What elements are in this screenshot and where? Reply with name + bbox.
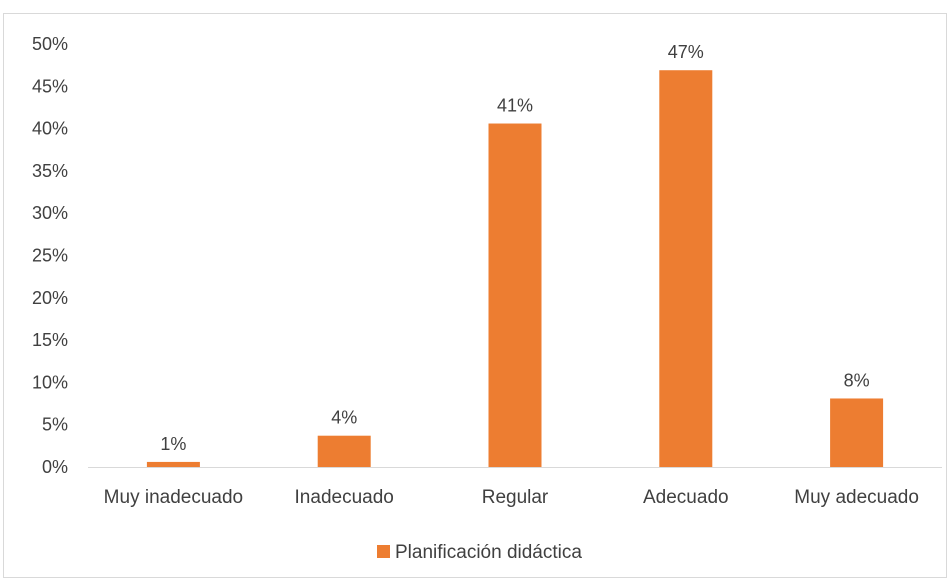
y-tick-label: 20% bbox=[32, 288, 68, 308]
y-tick-label: 35% bbox=[32, 161, 68, 181]
data-label: 41% bbox=[497, 96, 533, 116]
x-category-label: Inadecuado bbox=[295, 487, 394, 508]
bar bbox=[488, 123, 542, 468]
x-category-label: Muy inadecuado bbox=[104, 487, 243, 508]
data-label: 4% bbox=[331, 408, 357, 428]
y-tick-label: 40% bbox=[32, 119, 68, 139]
y-tick-label: 5% bbox=[42, 415, 68, 435]
y-tick-label: 10% bbox=[32, 372, 68, 392]
legend: Planificación didáctica bbox=[377, 542, 582, 563]
bar bbox=[830, 398, 884, 467]
data-label: 1% bbox=[160, 434, 186, 454]
x-category-label: Adecuado bbox=[643, 487, 729, 508]
data-label: 8% bbox=[844, 370, 870, 390]
x-category-label: Muy adecuado bbox=[794, 487, 919, 508]
y-tick-label: 25% bbox=[32, 246, 68, 266]
y-axis: 0% 5% 10% 15% 20% 25% 30% 35% 40% 45% 50% bbox=[32, 34, 68, 477]
bar bbox=[659, 70, 713, 467]
chart-frame bbox=[3, 13, 947, 578]
data-labels: 1% 4% 41% 47% 8% bbox=[160, 42, 869, 454]
bars bbox=[146, 70, 884, 468]
legend-label: Planificación didáctica bbox=[395, 542, 582, 563]
bar bbox=[317, 435, 371, 467]
x-category-label: Regular bbox=[482, 487, 549, 508]
y-tick-label: 0% bbox=[42, 457, 68, 477]
x-axis-labels: Muy inadecuado Inadecuado Regular Adecuado M… bbox=[104, 487, 919, 508]
legend-swatch bbox=[377, 545, 390, 558]
y-tick-label: 15% bbox=[32, 330, 68, 350]
data-label: 47% bbox=[668, 42, 704, 62]
bar bbox=[146, 461, 200, 467]
y-tick-label: 45% bbox=[32, 76, 68, 96]
y-tick-label: 30% bbox=[32, 203, 68, 223]
y-tick-label: 50% bbox=[32, 34, 68, 54]
